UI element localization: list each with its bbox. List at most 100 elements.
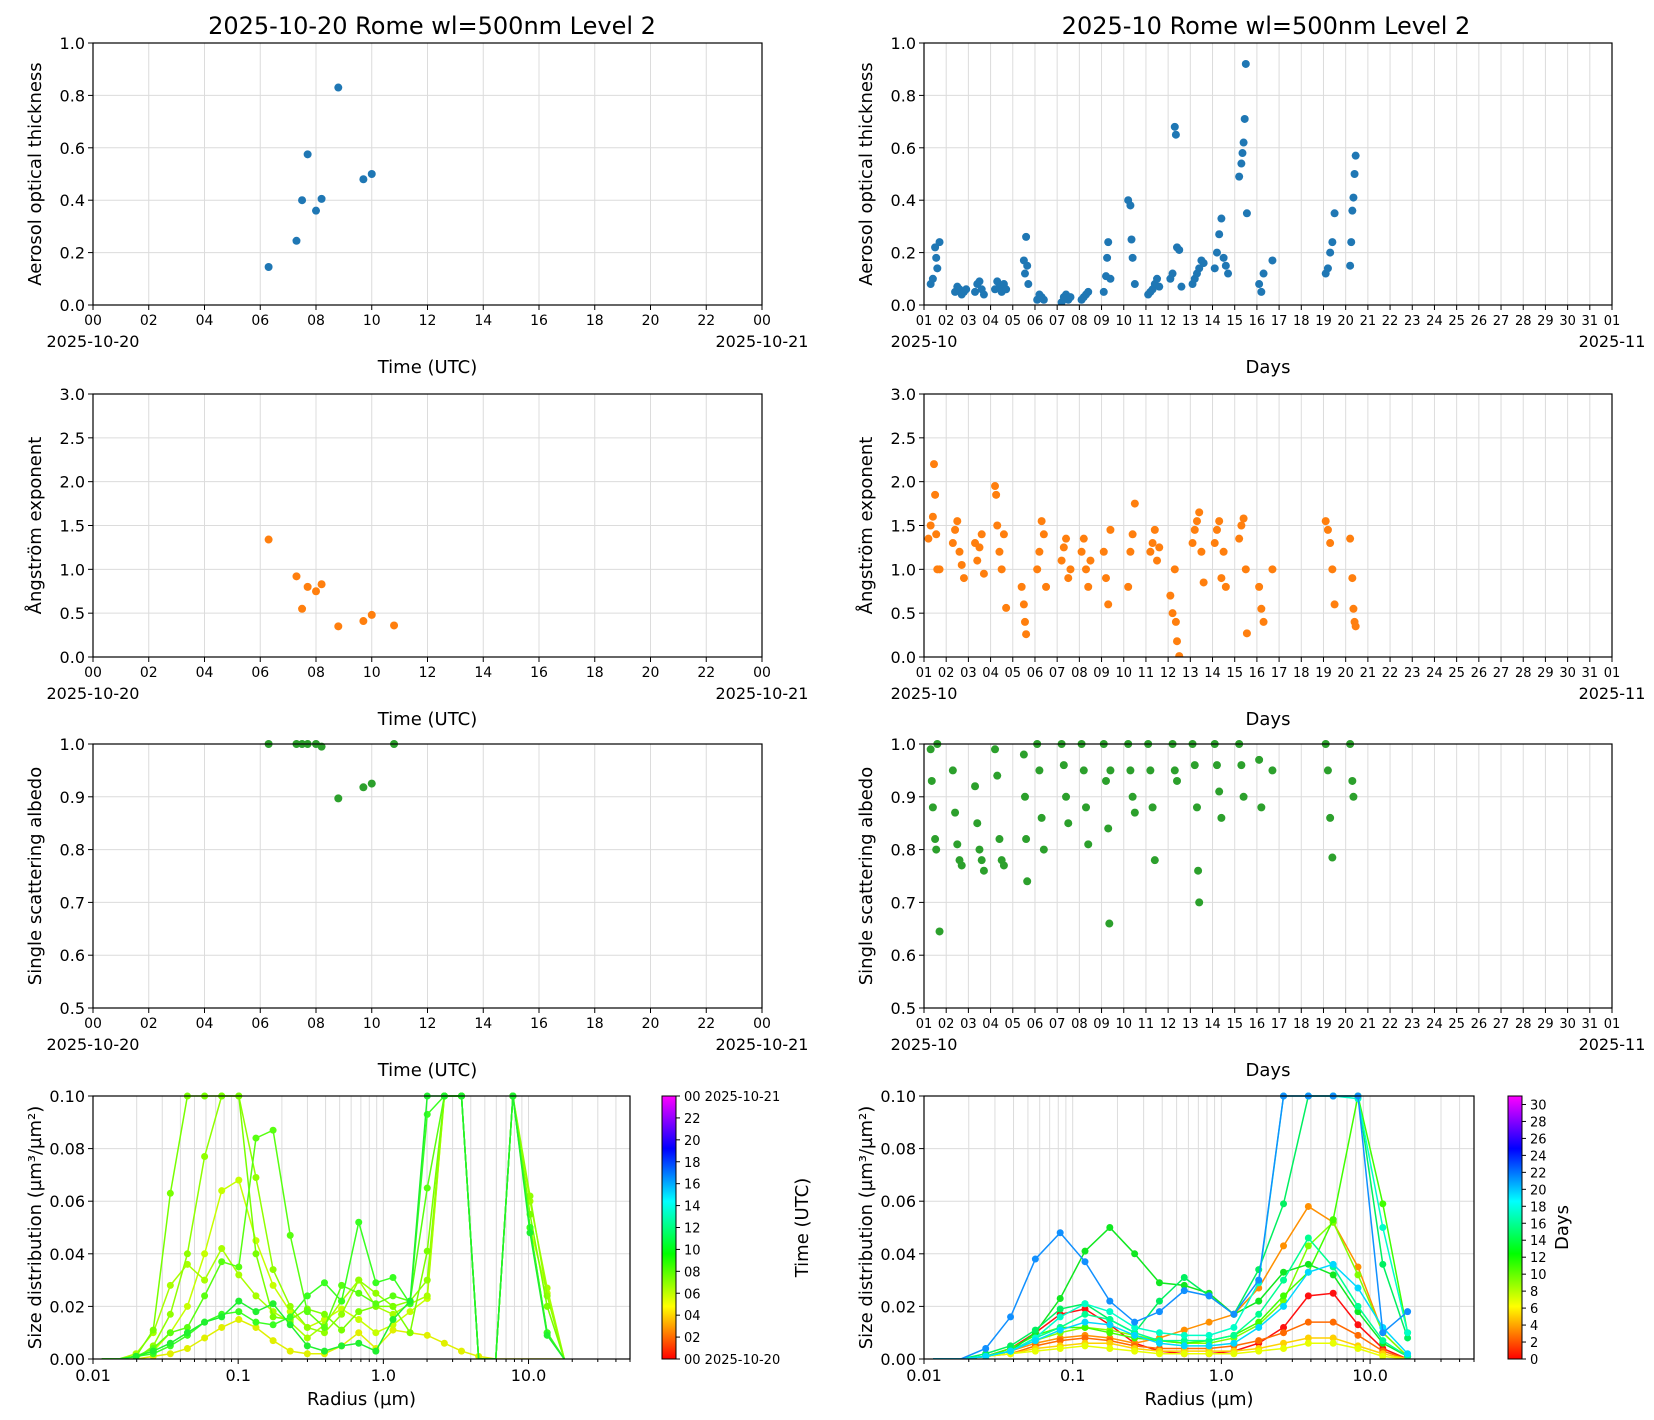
data-point [1350,170,1359,178]
series-point [1056,1229,1064,1237]
data-point [1217,214,1226,223]
data-point [1033,565,1042,574]
series-point [1180,1342,1188,1350]
series-point [303,1308,311,1316]
data-point [1212,248,1221,257]
colorbar-tick-label: 18 [1530,1200,1547,1215]
colorbar-tick-label: 4 [1530,1319,1538,1334]
colorbar-tick-label: 8 [1530,1285,1538,1300]
data-point [1101,574,1110,583]
data-point [1168,609,1177,618]
data-point [1170,565,1179,574]
data-point [1079,534,1088,543]
data-point [1330,600,1339,609]
colorbar-tick-label: 14 [684,1200,701,1215]
data-point [1128,530,1137,539]
data-point [1037,813,1046,822]
series-point [1180,1350,1188,1358]
x-tick-label: 02 [140,313,158,329]
y-tick-label: 1.0 [891,34,916,53]
angstrom-day-marks [264,535,399,631]
data-point [1020,269,1029,278]
series-point [1230,1310,1238,1318]
series-point [149,1347,157,1355]
series-point [1081,1323,1089,1331]
data-point [935,565,944,574]
data-point [1146,547,1155,556]
series-point [1379,1337,1387,1345]
data-point [1241,565,1250,574]
series-point [252,1323,260,1331]
x-tick-label: 08 [307,1016,325,1032]
y-tick-label: 0.2 [60,244,85,263]
colorbar-tick-label: 28 [1530,1115,1547,1130]
x-tick-label: 18 [1293,314,1310,329]
series-point [1081,1342,1089,1350]
series-point [252,1250,260,1258]
series-point [1329,1334,1337,1342]
axes-frame [92,393,763,658]
axes-frame [923,393,1613,658]
series-point [1155,1279,1163,1287]
data-point [1346,261,1355,270]
data-point [979,569,988,578]
data-point [997,565,1006,574]
data-point [1239,138,1248,147]
y-tick-label: 1.0 [60,34,85,53]
data-point [1103,253,1112,262]
data-point [264,535,273,544]
x-tick-label: 08 [1071,314,1088,329]
data-point [1126,766,1135,775]
series-point [320,1310,328,1318]
series-point [1155,1297,1163,1305]
data-point [1215,230,1224,239]
x-tick-label: 17 [1271,314,1288,329]
data-point [951,808,960,817]
data-point [979,866,988,875]
data-point [1020,792,1029,801]
colorbar-tick-label: 16 [1530,1217,1547,1232]
series-point [372,1279,380,1287]
colorbar-tick-label: 18 [684,1156,701,1171]
data-point [935,927,944,936]
x-tick-label: 04 [196,313,214,329]
x-tick-label: 04 [196,665,214,681]
colorbar-tick-label: 08 [684,1265,701,1280]
x-tick-label: 01 [1604,1017,1621,1032]
data-point [367,779,376,788]
series-point [269,1337,277,1345]
x-tick-label: 18 [586,1016,604,1032]
series-point [1007,1342,1015,1350]
y-tick-label: 3.0 [60,385,85,404]
series-line [933,1095,1409,1359]
data-point [1101,776,1110,785]
colorbar [1507,1095,1523,1360]
series-point [166,1339,174,1347]
series-line [933,1263,1409,1359]
data-point [1127,235,1136,244]
angstrom-month-marks [924,460,1360,657]
x-axis-label: Radius (µm) [1144,1389,1253,1410]
series-line [101,1095,566,1359]
colorbar-label: Time (UTC) [792,1178,813,1279]
data-point [928,803,937,812]
data-point [1326,539,1335,548]
y-tick-label: 0.8 [60,841,85,860]
data-point [1062,534,1071,543]
series-point [303,1323,311,1331]
y-tick-label: 0.9 [60,788,85,807]
data-point [1197,547,1206,556]
data-point [1219,547,1228,556]
x-tick-label: 08 [1071,666,1088,681]
data-point [1148,539,1157,548]
series-point [423,1184,431,1192]
data-point [1240,114,1249,123]
y-tick-label: 0.4 [60,191,85,210]
x-axis-label: Radius (µm) [307,1389,416,1410]
series-point [1031,1347,1039,1355]
x-tick-label: 15 [1226,314,1243,329]
data-point [991,745,1000,754]
x-tick-label: 06 [1027,314,1044,329]
x-start-date: 2025-10 [891,684,958,703]
x-tick-label: 22 [697,665,715,681]
